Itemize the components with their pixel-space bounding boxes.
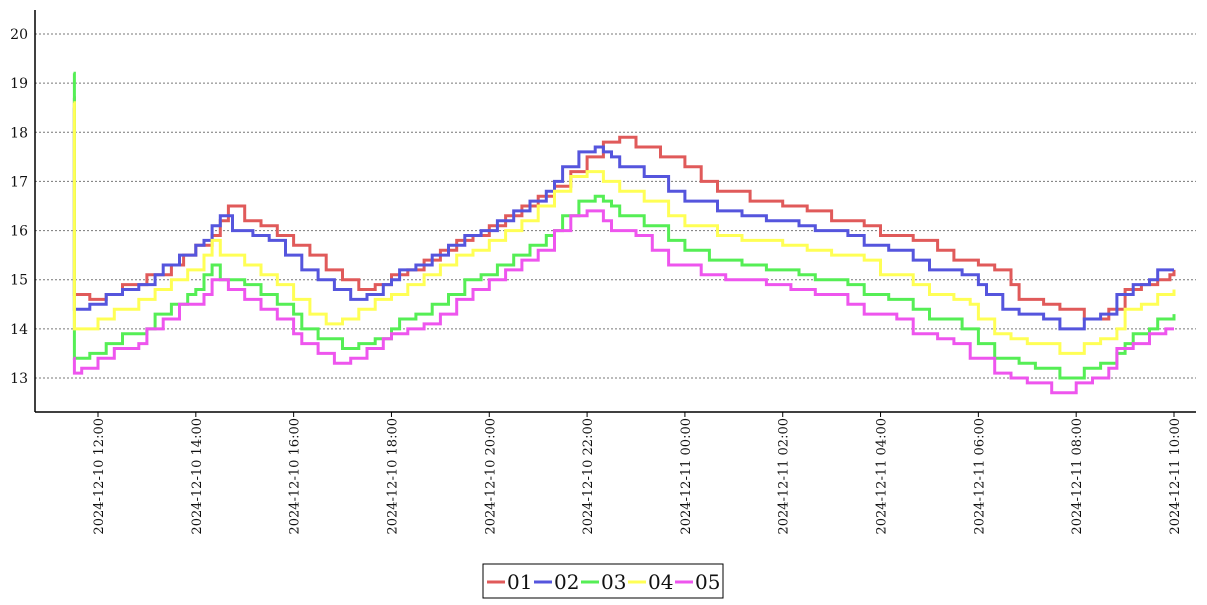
x-tick-label: 2024-12-11 02:00: [777, 418, 792, 535]
series-line-05: [74, 211, 1175, 393]
x-tick-label: 2024-12-10 20:00: [483, 418, 498, 535]
y-tick-label: 17: [10, 174, 28, 190]
y-tick-label: 19: [10, 76, 28, 92]
x-tick-label: 2024-12-10 12:00: [92, 418, 107, 535]
legend-label-01: 01: [507, 570, 532, 594]
y-tick-label: 15: [10, 273, 28, 289]
legend-label-04: 04: [648, 570, 673, 594]
series-line-03: [74, 73, 1175, 378]
x-tick-label: 2024-12-10 16:00: [288, 418, 303, 535]
legend: 01 02 03 04 05: [483, 564, 723, 598]
x-tick-label: 2024-12-11 06:00: [972, 418, 987, 535]
legend-label-02: 02: [554, 570, 579, 594]
y-tick-label: 16: [10, 224, 28, 240]
x-tick-label: 2024-12-10 18:00: [385, 418, 400, 535]
x-tick-label: 2024-12-10 22:00: [581, 418, 596, 535]
y-tick-label: 14: [10, 322, 28, 338]
x-tick-label: 2024-12-11 10:00: [1168, 418, 1183, 535]
x-tick-label: 2024-12-11 00:00: [679, 418, 694, 535]
series-line-02: [74, 108, 1175, 329]
y-tick-label: 13: [10, 371, 28, 387]
series-line-01: [74, 98, 1175, 319]
legend-label-03: 03: [601, 570, 626, 594]
y-tick-label: 20: [10, 27, 28, 43]
y-tick-label: 18: [10, 125, 28, 141]
series-line-04: [74, 103, 1175, 354]
legend-label-05: 05: [695, 570, 720, 594]
x-tick-label: 2024-12-10 14:00: [190, 418, 205, 535]
series-lines: [74, 73, 1175, 392]
x-tick-label: 2024-12-11 04:00: [875, 418, 890, 535]
x-tick-label: 2024-12-11 08:00: [1070, 418, 1085, 535]
